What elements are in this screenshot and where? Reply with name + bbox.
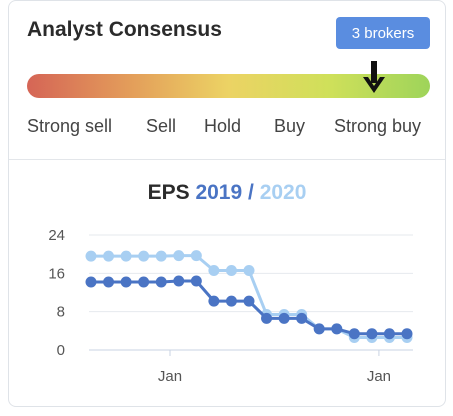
y-tick-0: 0 — [57, 342, 65, 359]
data-point-2019-13 — [313, 323, 325, 335]
data-point-2020-4 — [155, 250, 167, 262]
scale-label-buy: Buy — [274, 116, 306, 136]
brokers-button[interactable]: 3 brokers — [336, 17, 430, 49]
data-point-2019-12 — [296, 312, 308, 324]
data-point-2020-3 — [138, 250, 150, 262]
data-point-2019-16 — [366, 328, 378, 340]
y-tick-8: 8 — [57, 304, 65, 321]
y-tick-24: 24 — [48, 227, 65, 244]
scale-label-strong-buy: Strong buy — [334, 116, 422, 136]
data-point-2020-9 — [243, 264, 255, 276]
data-point-2020-8 — [225, 264, 237, 276]
data-point-2019-5 — [173, 275, 185, 287]
eps-line-chart: 0 8 16 24 Jan Jan — [48, 227, 413, 385]
y-tick-16: 16 — [48, 265, 65, 282]
data-point-2019-8 — [225, 295, 237, 307]
data-point-2019-0 — [85, 276, 97, 288]
analyst-consensus-card: Analyst Consensus 3 brokers Strong sell … — [8, 0, 446, 407]
scale-label-sell: Sell — [146, 116, 177, 136]
data-point-2019-17 — [383, 328, 395, 340]
data-point-2019-9 — [243, 295, 255, 307]
data-point-2020-6 — [190, 250, 202, 262]
series-line-2019 — [91, 279, 407, 336]
data-point-2019-3 — [138, 276, 150, 288]
scale-label-strong-sell: Strong sell — [27, 116, 113, 136]
data-point-2019-7 — [208, 295, 220, 307]
data-point-2019-18 — [401, 328, 413, 340]
x-tick-jan-0: Jan — [158, 368, 182, 385]
data-point-2020-0 — [85, 250, 97, 262]
data-point-2020-2 — [120, 250, 132, 262]
data-point-2020-5 — [173, 250, 185, 262]
eps-year-2020[interactable]: 2020 — [259, 181, 307, 204]
data-point-2019-10 — [261, 312, 273, 324]
data-point-2019-2 — [120, 276, 132, 288]
data-point-2019-6 — [190, 275, 202, 287]
eps-label: EPS — [147, 181, 190, 204]
data-point-2020-7 — [208, 264, 220, 276]
eps-year-separator: / — [248, 181, 254, 204]
scale-label-hold: Hold — [204, 116, 242, 136]
data-point-2019-14 — [331, 323, 343, 335]
data-point-2019-1 — [103, 276, 115, 288]
eps-chart-title: EPS 2019 / 2020 — [9, 181, 445, 205]
arrow-down-icon — [363, 61, 385, 93]
eps-year-2019[interactable]: 2019 — [195, 181, 243, 204]
consensus-gauge-bar — [27, 74, 430, 98]
x-tick-jan-1: Jan — [367, 368, 391, 385]
card-title: Analyst Consensus — [27, 18, 222, 41]
data-point-2019-4 — [155, 276, 167, 288]
section-divider — [9, 159, 445, 160]
data-point-2020-1 — [103, 250, 115, 262]
data-point-2019-11 — [278, 312, 290, 324]
data-point-2019-15 — [348, 328, 360, 340]
